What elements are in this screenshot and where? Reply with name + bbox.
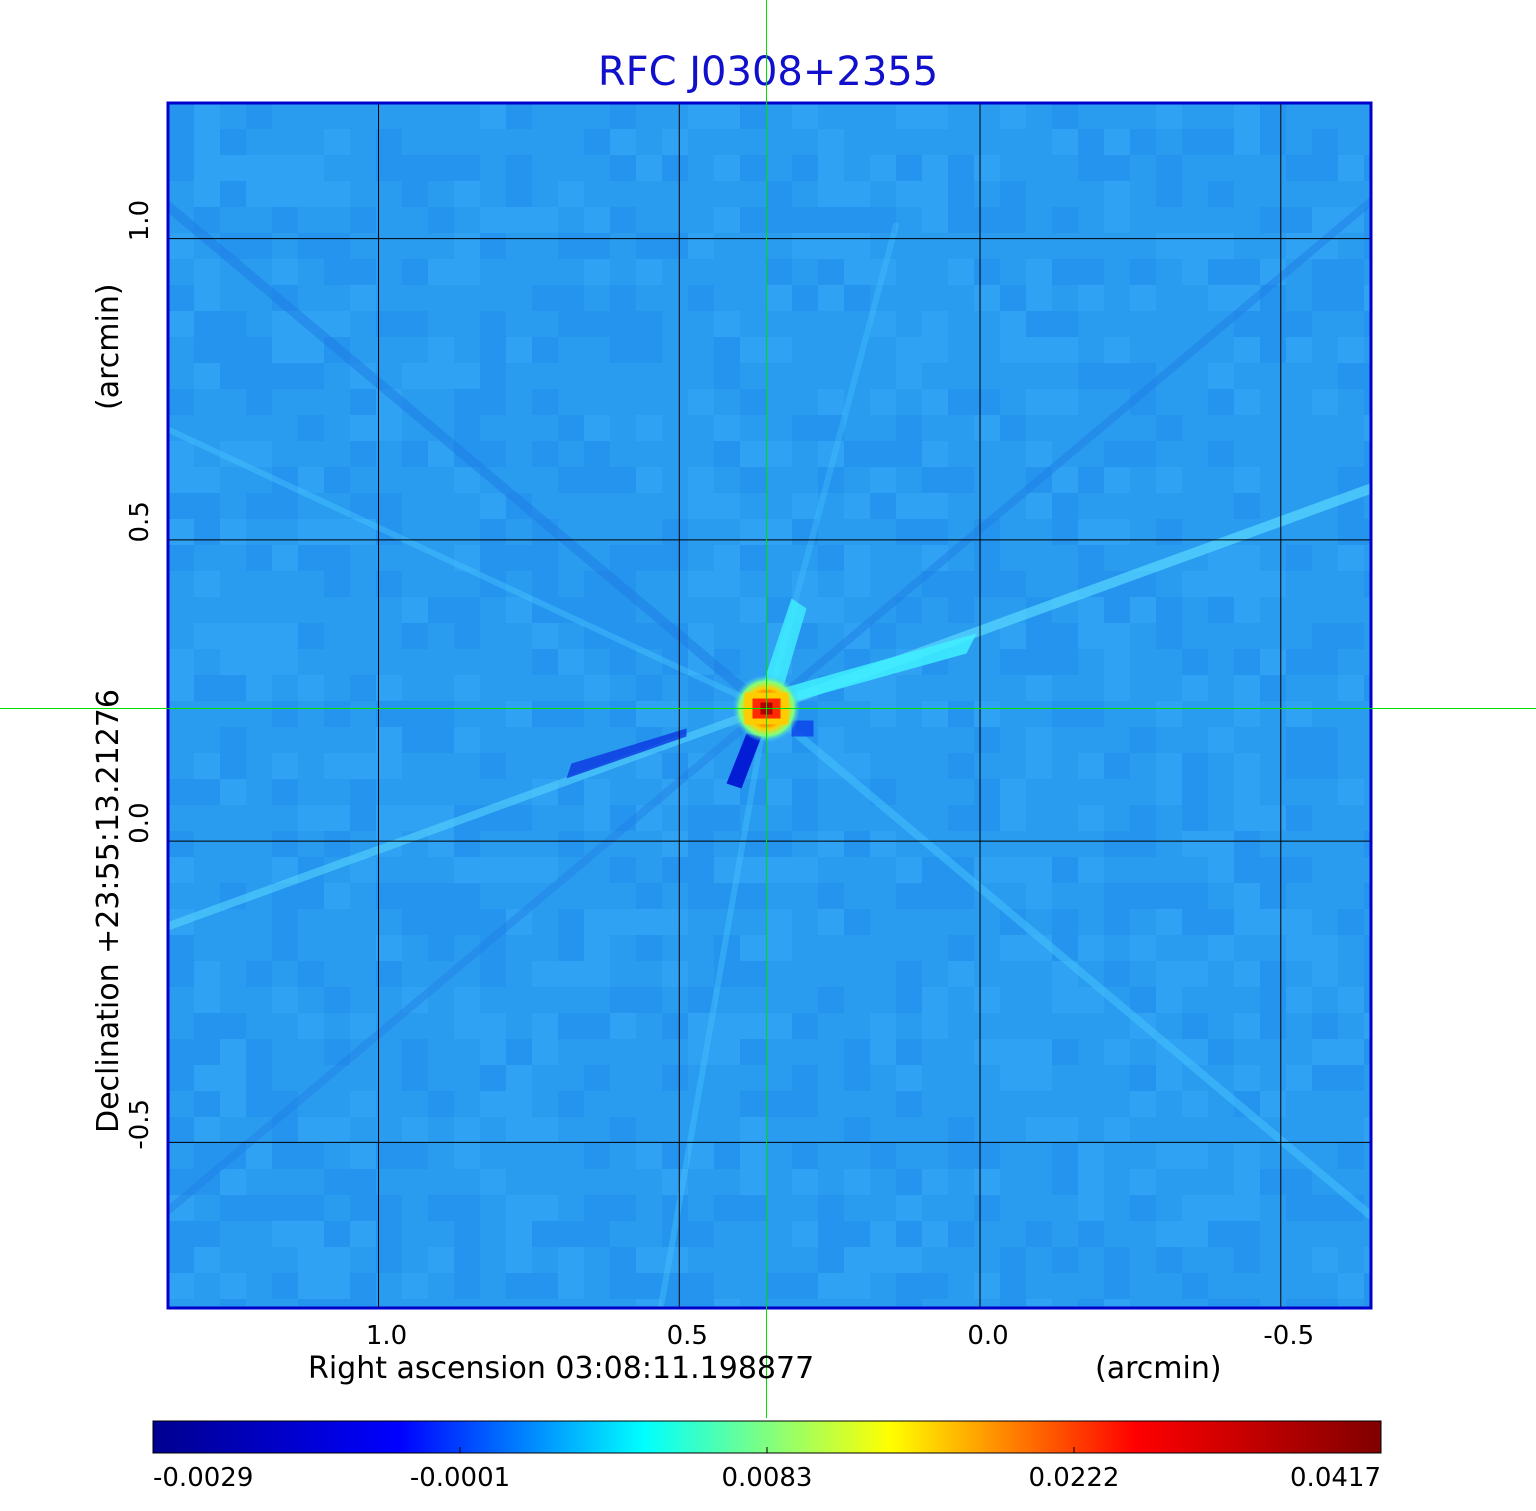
bright-arm-upper — [761, 598, 807, 694]
sidelobe-streaks — [168, 196, 1371, 1308]
y-axis-label: Declination +23:55:13.21276 — [91, 689, 126, 1133]
x-tick-label: 0.0 — [967, 1321, 1008, 1351]
colorbar-tick-label: 0.0222 — [1029, 1463, 1120, 1493]
y-tick-label: -0.5 — [125, 1099, 155, 1150]
bright-arm — [781, 633, 977, 704]
y-tick-label: 1.0 — [125, 200, 155, 241]
colorbar-tick-label: -0.0001 — [410, 1463, 510, 1493]
negative-lobe — [726, 733, 762, 789]
plot-frame — [166, 101, 1373, 1310]
x-axis-label: Right ascension 03:08:11.198877 — [308, 1351, 814, 1386]
intensity-map — [168, 103, 1371, 1308]
y-axis-unit: (arcmin) — [91, 283, 126, 410]
x-tick-label: 0.5 — [667, 1321, 708, 1351]
x-tick-label: -0.5 — [1263, 1321, 1314, 1351]
y-tick-label: 0.5 — [125, 501, 155, 542]
colorbar-ticks: -0.0029 -0.0001 0.0083 0.0222 0.0417 — [152, 1447, 1382, 1493]
x-axis-ticks: 1.0 0.5 0.0 -0.5 — [366, 1321, 1314, 1351]
chart-title: RFC J0308+2355 — [598, 49, 938, 95]
colorbar-tick-label: -0.0029 — [153, 1463, 253, 1493]
y-tick-label: 0.0 — [125, 802, 155, 843]
coordinate-grid — [168, 103, 1371, 1308]
y-axis-ticks: 1.0 0.5 0.0 -0.5 — [125, 200, 155, 1150]
map-noise — [168, 103, 1371, 1308]
negative-spot — [791, 720, 814, 737]
x-tick-label: 1.0 — [366, 1321, 407, 1351]
plot-area — [168, 103, 1371, 1308]
negative-arm — [566, 728, 687, 779]
colorbar-tick-label: 0.0417 — [1290, 1463, 1381, 1493]
x-axis-unit: (arcmin) — [1095, 1351, 1222, 1386]
crosshair — [0, 0, 1536, 1418]
colorbar-tick-label: 0.0083 — [722, 1463, 813, 1493]
